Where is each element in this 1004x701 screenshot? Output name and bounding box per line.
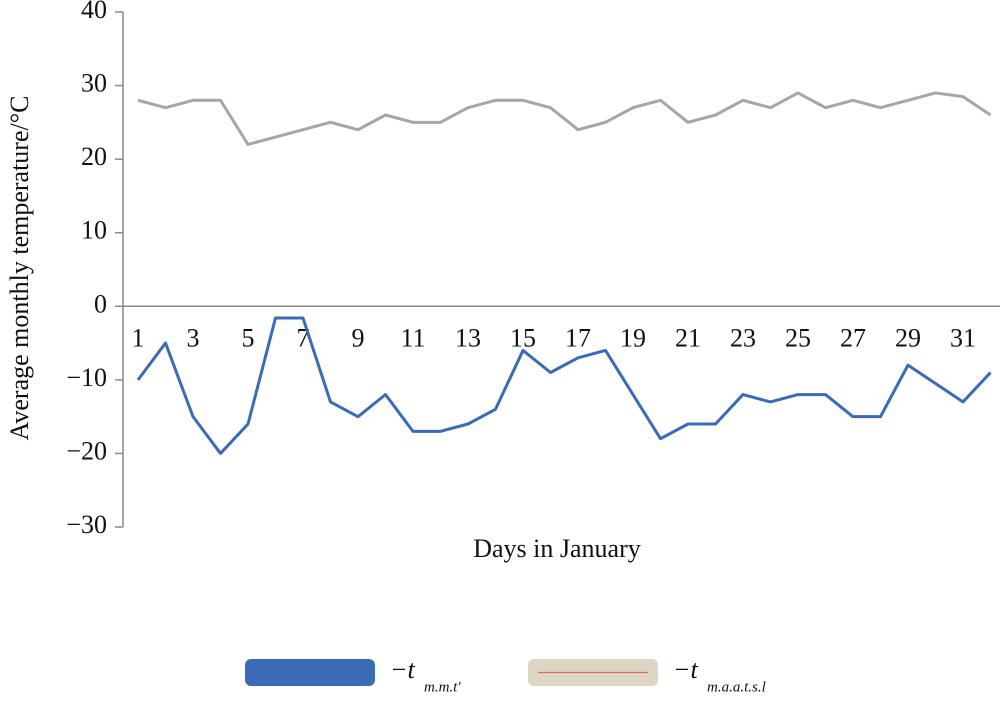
y-tick-label: −20 bbox=[66, 436, 107, 465]
legend-item: −t m.a.a.t.s.l bbox=[528, 655, 766, 695]
x-tick-label: 3 bbox=[187, 323, 200, 352]
y-tick-label: 0 bbox=[94, 289, 107, 318]
x-tick-label: 27 bbox=[840, 323, 866, 352]
y-axis-label: Average monthly temperature/°C bbox=[5, 96, 34, 441]
x-tick-label: 15 bbox=[510, 323, 536, 352]
x-tick-label: 21 bbox=[675, 323, 701, 352]
x-tick-label: 19 bbox=[620, 323, 646, 352]
x-tick-label: 9 bbox=[352, 323, 365, 352]
x-tick-label: 17 bbox=[565, 323, 591, 352]
x-tick-label: 1 bbox=[132, 323, 145, 352]
x-tick-label: 29 bbox=[895, 323, 921, 352]
legend-label-subscript: m.a.a.t.s.l bbox=[707, 679, 766, 695]
x-tick-label: 23 bbox=[730, 323, 756, 352]
legend-label: −t bbox=[390, 655, 416, 684]
legend-item: −t m.m.t' bbox=[245, 655, 461, 695]
y-tick-label: −30 bbox=[66, 510, 107, 539]
series-line bbox=[137, 91, 992, 146]
x-tick-label: 13 bbox=[455, 323, 481, 352]
y-tick-label: −10 bbox=[66, 363, 107, 392]
legend-label-subscript: m.m.t' bbox=[424, 679, 461, 695]
legend-label: −t bbox=[673, 655, 699, 684]
x-tick-label: 11 bbox=[400, 323, 425, 352]
legend-swatch bbox=[245, 659, 375, 686]
y-tick-label: 10 bbox=[81, 216, 107, 245]
y-tick-label: 20 bbox=[81, 142, 107, 171]
y-tick-label: 30 bbox=[81, 69, 107, 98]
x-tick-label: 25 bbox=[785, 323, 811, 352]
x-tick-label: 31 bbox=[950, 323, 976, 352]
x-tick-label: 5 bbox=[242, 323, 255, 352]
x-axis-label: Days in January bbox=[473, 534, 641, 563]
series-line bbox=[136, 316, 992, 455]
y-tick-label: 40 bbox=[81, 0, 107, 24]
